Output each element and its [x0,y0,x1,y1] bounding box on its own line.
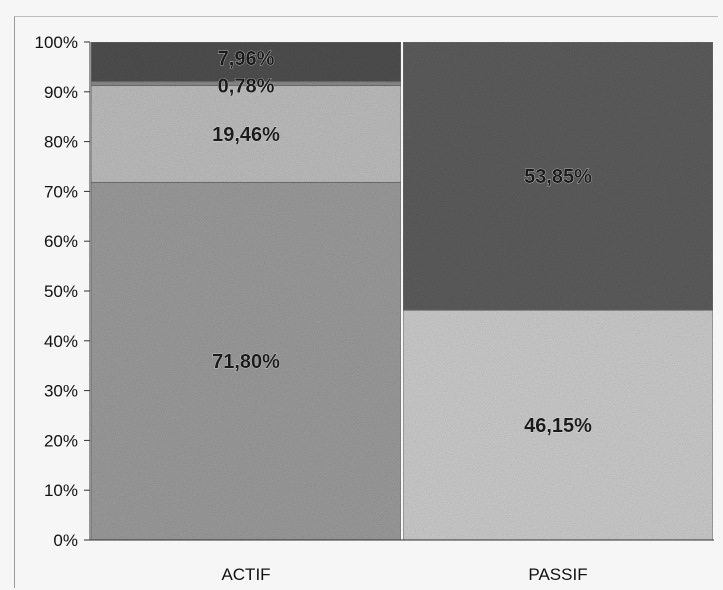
data-label-passif-1: 53,85% [524,166,592,188]
y-tick-label: 60% [44,232,78,251]
y-tick-label: 20% [44,431,78,450]
y-tick-label: 70% [44,182,78,201]
data-label-actif-2: 0,78% [218,76,275,98]
y-tick-label: 100% [35,33,78,52]
x-axis: ACTIF PASSIF [90,539,714,584]
y-tick-label: 10% [44,481,78,500]
y-tick-label: 90% [44,83,78,102]
data-label-passif-0: 46,15% [524,415,592,437]
y-axis: 0% 10% 20% 30% 40% 50% 60% 70% 80% 90% 100% [35,33,91,550]
y-tick-label: 80% [44,133,78,152]
bar-segment-actif-0 [90,181,402,541]
segment-labels: 71,80% 19,46% 0,78% 7,96% 46,15% 53,85% [212,48,593,438]
data-label-actif-3: 7,96% [218,48,275,70]
y-tick-label: 50% [44,282,78,301]
data-label-actif-1: 19,46% [212,124,280,146]
y-tick-label: 30% [44,382,78,401]
data-label-actif-0: 71,80% [212,351,280,373]
plot-area [90,41,714,541]
bar-segment-actif-3 [90,41,402,83]
y-tick-label: 0% [53,531,78,550]
y-tick-label: 40% [44,332,78,351]
chart-frame [14,16,718,588]
bar-segment-passif-1 [402,41,714,311]
bar-segment-passif-0 [402,309,714,541]
bar-segment-actif-1 [90,85,402,183]
x-category-label: PASSIF [528,565,587,584]
x-category-label: ACTIF [221,565,270,584]
